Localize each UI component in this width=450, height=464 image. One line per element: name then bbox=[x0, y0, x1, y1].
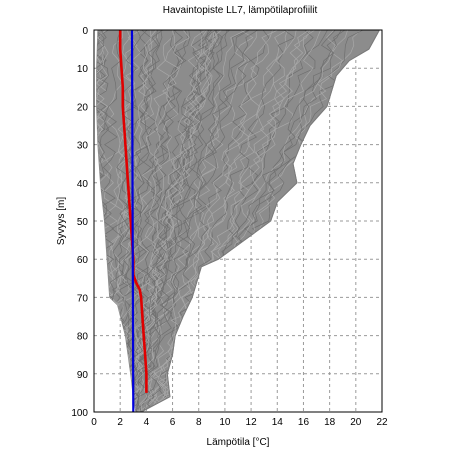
profile-strand bbox=[143, 30, 270, 412]
x-tick-label: 22 bbox=[376, 417, 388, 428]
y-tick-label: 80 bbox=[77, 332, 89, 343]
profile-strand bbox=[128, 30, 228, 412]
profile-strand bbox=[148, 30, 297, 412]
y-tick-label: 30 bbox=[77, 141, 89, 152]
mean-profile-line bbox=[118, 30, 148, 393]
x-tick-label: 20 bbox=[350, 417, 362, 428]
profile-strand bbox=[119, 30, 208, 412]
x-tick-label: 8 bbox=[196, 417, 202, 428]
profile-strand bbox=[133, 30, 250, 412]
y-tick-label: 70 bbox=[77, 293, 89, 304]
y-axis-label: Syvyys [m] bbox=[56, 197, 67, 246]
profile-strand bbox=[123, 30, 222, 412]
reference-line bbox=[130, 29, 135, 413]
x-tick-label: 0 bbox=[91, 417, 97, 428]
y-tick-label: 60 bbox=[77, 255, 89, 266]
x-tick-label: 14 bbox=[272, 417, 284, 428]
chart-title: Havaintopiste LL7, lämpötilaprofiilit bbox=[163, 5, 318, 16]
x-tick-labels: 0 2 4 6 8 10 12 14 16 18 20 22 bbox=[91, 417, 388, 428]
y-tick-label: 0 bbox=[82, 26, 88, 37]
x-tick-label: 2 bbox=[117, 417, 123, 428]
series-group bbox=[118, 29, 148, 413]
plot-frame bbox=[93, 29, 383, 413]
y-tick-labels: 0 10 20 30 40 50 60 70 80 90 100 bbox=[71, 26, 88, 419]
y-tick-label: 100 bbox=[71, 408, 88, 419]
y-tick-label: 90 bbox=[77, 370, 89, 381]
x-axis-label: Lämpötila [°C] bbox=[207, 437, 270, 448]
x-tick-label: 4 bbox=[144, 417, 150, 428]
profile-strand bbox=[119, 30, 216, 412]
profile-strand bbox=[137, 30, 251, 412]
x-tick-label: 6 bbox=[170, 417, 176, 428]
y-tick-label: 10 bbox=[77, 64, 89, 75]
profile-strand bbox=[139, 30, 254, 412]
profile-strand bbox=[136, 30, 258, 412]
x-tick-label: 16 bbox=[298, 417, 310, 428]
profile-strand bbox=[119, 30, 213, 412]
y-tick-label: 20 bbox=[77, 102, 89, 113]
profile-strand bbox=[147, 30, 288, 412]
profile-strand bbox=[127, 30, 218, 412]
x-tick-label: 10 bbox=[219, 417, 231, 428]
profile-strand bbox=[134, 30, 231, 412]
profile-edge bbox=[140, 29, 380, 413]
x-tick-label: 18 bbox=[324, 417, 336, 428]
profile-strand bbox=[128, 30, 220, 412]
profile-strand bbox=[113, 30, 191, 412]
x-tick-label: 12 bbox=[246, 417, 258, 428]
profile-strand bbox=[119, 30, 212, 412]
y-tick-label: 50 bbox=[77, 217, 89, 228]
y-tick-label: 40 bbox=[77, 179, 89, 190]
